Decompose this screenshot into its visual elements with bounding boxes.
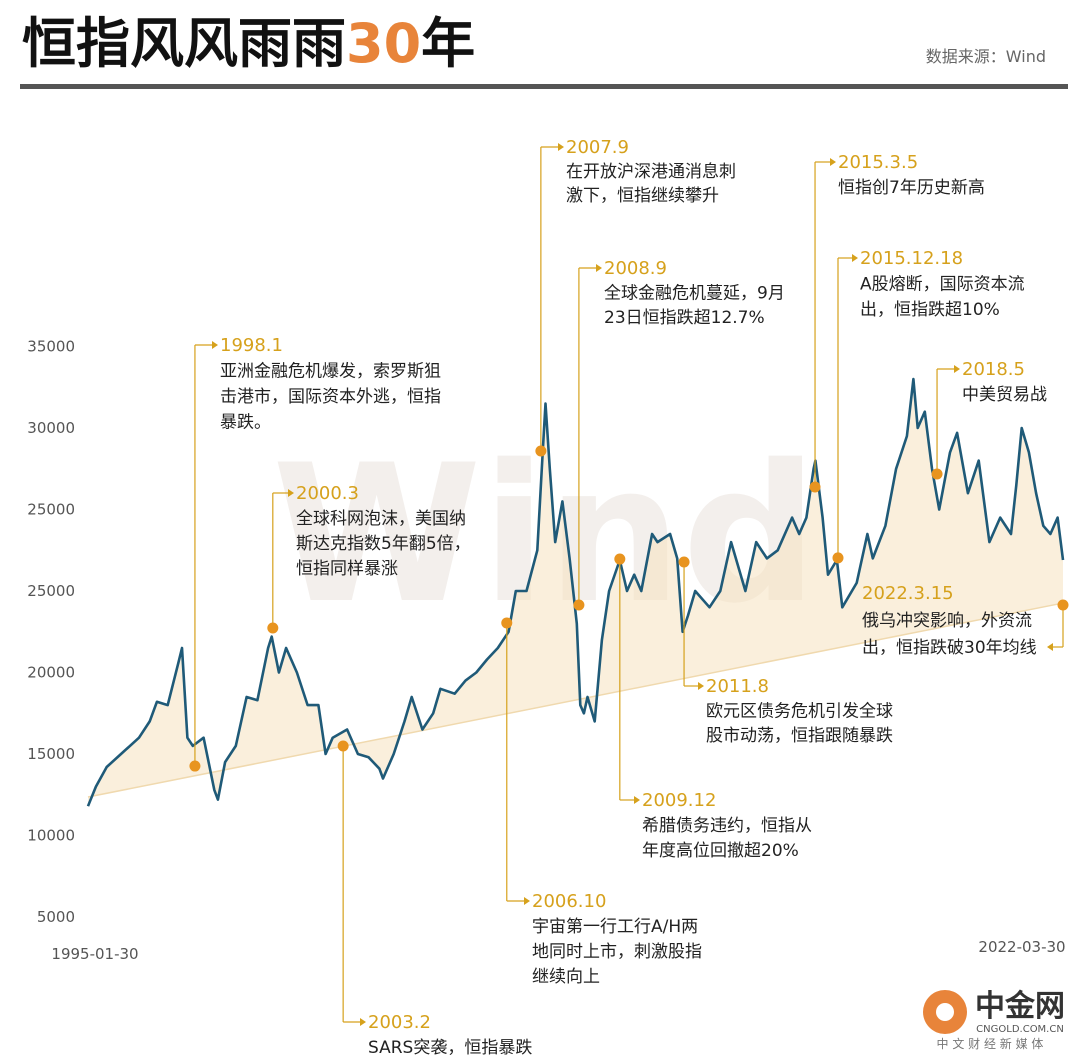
- annotation-arrow: [634, 796, 640, 804]
- annotation-text: 欧元区债务危机引发全球: [706, 702, 893, 722]
- title-rule: [20, 84, 1068, 89]
- annotation-text: 斯达克指数5年翻5倍，: [296, 534, 471, 554]
- annotation-text: 俄乌冲突影响，外资流: [862, 611, 1032, 631]
- annotation-arrow: [954, 365, 960, 373]
- annotation-date: 2018.5: [962, 359, 1025, 380]
- annotation-text: 亚洲金融危机爆发，索罗斯狙: [220, 362, 441, 382]
- logo-name: 中金网: [975, 989, 1065, 1024]
- y-tick-label: 35000: [27, 338, 75, 356]
- annotation-point: [535, 445, 547, 457]
- y-tick-label: 10000: [27, 827, 75, 845]
- annotation-arrow: [360, 1018, 366, 1026]
- annotation-arrow: [596, 264, 602, 272]
- title-part: 恒指风风雨雨: [22, 12, 346, 75]
- y-tick-label: 25000: [27, 501, 75, 519]
- annotation-text: 地同时上市，刺激股指: [532, 942, 702, 962]
- annotation-date: 2015.3.5: [838, 152, 918, 173]
- annotation-arrow: [852, 254, 858, 262]
- annotation-arrow: [288, 489, 294, 497]
- annotation-date: 2006.10: [532, 891, 606, 912]
- x-tick-label: 1995-01-30: [51, 945, 138, 963]
- trend-line: [87, 602, 1064, 798]
- annotation-point: [337, 740, 349, 752]
- annotation-point: [267, 622, 279, 634]
- y-tick-label: 20000: [27, 664, 75, 682]
- annotation-point: [832, 552, 844, 564]
- index-line: [86, 377, 1065, 807]
- annotation-text: 股市动荡，恒指跟随暴跌: [706, 726, 893, 746]
- annotation-date: 1998.1: [220, 335, 283, 356]
- annotation-date: 2011.8: [706, 676, 769, 697]
- logo-icon-inner: [936, 1003, 954, 1021]
- annotation-date: 2000.3: [296, 483, 359, 504]
- annotation-text: A股熔断，国际资本流: [860, 275, 1025, 295]
- area-fill: [88, 379, 1063, 807]
- annotation-arrow: [698, 682, 704, 690]
- annotation-date: 2003.2: [368, 1012, 431, 1033]
- annotation-text: 宇宙第一行工行A/H两: [532, 917, 698, 937]
- annotation-point: [573, 599, 585, 611]
- annotation-text: 激下，恒指继续攀升: [566, 186, 719, 206]
- title-part: 年: [421, 12, 475, 75]
- annotation-arrow: [212, 341, 218, 349]
- logo-site: CNGOLD.COM.CN: [976, 1024, 1064, 1035]
- annotation-text: 年度高位回撤超20%: [642, 841, 799, 861]
- annotation-date: 2008.9: [604, 258, 667, 279]
- chart-title: 恒指风风雨雨30年: [22, 12, 475, 75]
- annotation-arrow: [830, 158, 836, 166]
- title-highlight: 30: [346, 12, 421, 75]
- annotation-text: 中美贸易战: [962, 385, 1047, 405]
- annotation-text: 恒指同样暴涨: [296, 559, 398, 579]
- annotation-arrow: [558, 143, 564, 151]
- annotation-arrow: [524, 897, 530, 905]
- source-note: 数据来源：Wind: [926, 47, 1046, 66]
- annotation-point: [501, 617, 513, 629]
- annotation-text: SARS突袭，恒指暴跌: [368, 1038, 532, 1058]
- annotation-date: 2009.12: [642, 790, 716, 811]
- logo-tagline: 中 文 财 经 新 媒 体: [937, 1036, 1044, 1051]
- annotation-point: [1057, 599, 1069, 611]
- x-tick-label: 2022-03-30: [978, 938, 1065, 956]
- annotation-date: 2015.12.18: [860, 248, 963, 269]
- annotation-point: [614, 553, 626, 565]
- annotation-text: 暴跌。: [220, 413, 271, 433]
- y-tick-label: 30000: [27, 419, 75, 437]
- annotation-date: 2007.9: [566, 137, 629, 158]
- annotation-point: [931, 468, 943, 480]
- annotation-text: 全球金融危机蔓延，9月: [604, 284, 785, 304]
- annotation-point: [678, 556, 690, 568]
- y-tick-label: 5000: [37, 908, 75, 926]
- annotation-text: 恒指创7年历史新高: [838, 178, 985, 198]
- annotation-text: 继续向上: [532, 967, 600, 987]
- y-tick-label: 15000: [27, 745, 75, 763]
- annotation-point: [809, 481, 821, 493]
- annotation-date: 2022.3.15: [862, 583, 954, 604]
- annotation-arrow: [1047, 643, 1053, 651]
- y-tick-label: 25000: [27, 582, 75, 600]
- annotation-text: 全球科网泡沫，美国纳: [296, 509, 466, 529]
- annotation-point: [189, 760, 201, 772]
- annotation-text: 希腊债务违约，恒指从: [642, 816, 812, 836]
- annotation-text: 出，恒指跌破30年均线: [862, 638, 1037, 658]
- annotation-text: 出，恒指跌超10%: [860, 300, 1000, 320]
- annotation-text: 击港市，国际资本外逃，恒指: [220, 387, 441, 407]
- logo: 中金网 CNGOLD.COM.CN 中 文 财 经 新 媒 体: [923, 989, 1065, 1051]
- annotation-text: 23日恒指跌超12.7%: [604, 308, 765, 328]
- annotation-text: 在开放沪深港通消息刺: [566, 162, 736, 182]
